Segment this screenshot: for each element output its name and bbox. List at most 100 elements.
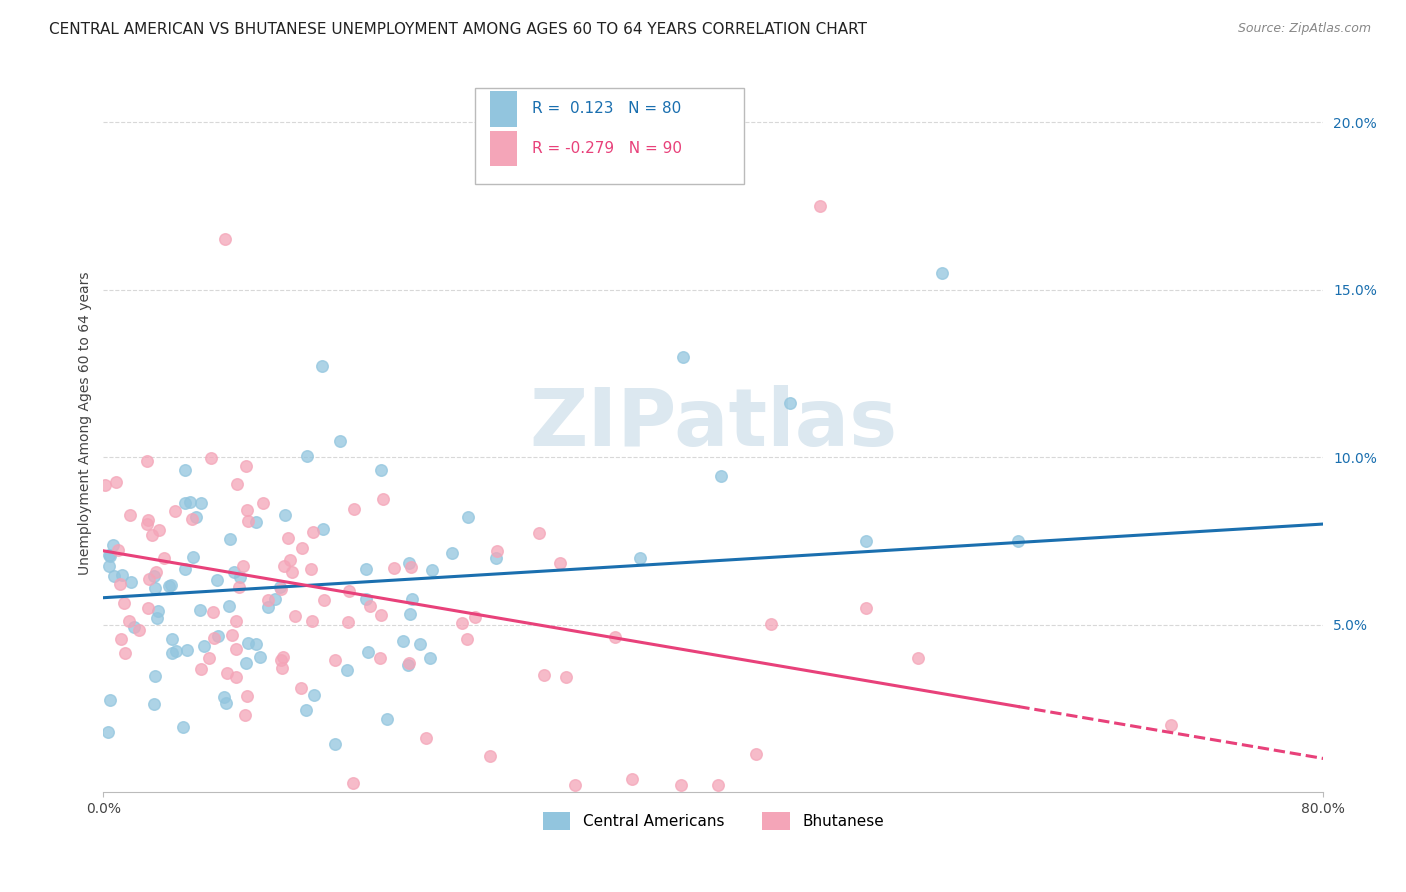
Bhutanese bbox=[398, 657, 420, 671]
Central Americans bbox=[176, 643, 198, 657]
Central Americans bbox=[420, 563, 443, 577]
Central Americans bbox=[188, 603, 211, 617]
Bhutanese bbox=[808, 199, 831, 213]
Bhutanese bbox=[370, 607, 392, 622]
Bhutanese bbox=[415, 731, 437, 745]
Central Americans bbox=[457, 509, 479, 524]
Bhutanese bbox=[235, 503, 257, 517]
Central Americans bbox=[174, 463, 197, 477]
Bhutanese bbox=[302, 525, 325, 540]
Central Americans bbox=[98, 549, 121, 564]
Bhutanese bbox=[277, 531, 299, 545]
Central Americans bbox=[357, 645, 380, 659]
Legend: Central Americans, Bhutanese: Central Americans, Bhutanese bbox=[537, 806, 890, 836]
Central Americans bbox=[174, 496, 197, 510]
Bhutanese bbox=[270, 661, 292, 675]
Bhutanese bbox=[270, 582, 292, 596]
Bhutanese bbox=[221, 628, 243, 642]
Central Americans bbox=[190, 496, 212, 510]
Y-axis label: Unemployment Among Ages 60 to 64 years: Unemployment Among Ages 60 to 64 years bbox=[79, 272, 93, 575]
Central Americans bbox=[215, 696, 238, 710]
Central Americans bbox=[441, 546, 464, 560]
Central Americans bbox=[157, 579, 180, 593]
Bhutanese bbox=[190, 662, 212, 676]
Central Americans bbox=[329, 434, 352, 449]
Central Americans bbox=[98, 693, 121, 707]
Bhutanese bbox=[135, 517, 157, 532]
Bhutanese bbox=[382, 561, 405, 575]
Central Americans bbox=[219, 532, 242, 546]
Central Americans bbox=[295, 449, 318, 463]
Bhutanese bbox=[1160, 718, 1182, 732]
Bhutanese bbox=[201, 605, 224, 619]
Central Americans bbox=[236, 636, 259, 650]
Bhutanese bbox=[314, 593, 336, 607]
Bhutanese bbox=[761, 616, 783, 631]
Text: R = -0.279   N = 90: R = -0.279 N = 90 bbox=[531, 141, 682, 156]
Bhutanese bbox=[107, 543, 129, 558]
Bhutanese bbox=[236, 689, 259, 703]
Central Americans bbox=[396, 657, 419, 672]
Bhutanese bbox=[464, 610, 486, 624]
Bhutanese bbox=[104, 475, 127, 489]
Text: ZIPatlas: ZIPatlas bbox=[529, 384, 897, 463]
Bhutanese bbox=[359, 599, 381, 613]
Central Americans bbox=[101, 538, 124, 552]
Central Americans bbox=[143, 569, 166, 583]
Bhutanese bbox=[225, 670, 247, 684]
Central Americans bbox=[392, 633, 415, 648]
Central Americans bbox=[274, 508, 297, 523]
Bhutanese bbox=[278, 553, 301, 567]
Central Americans bbox=[245, 515, 267, 529]
Central Americans bbox=[419, 651, 441, 665]
Bhutanese bbox=[548, 556, 571, 570]
Central Americans bbox=[931, 266, 953, 280]
Bhutanese bbox=[225, 614, 247, 628]
FancyBboxPatch shape bbox=[475, 88, 744, 184]
Central Americans bbox=[323, 737, 346, 751]
Bhutanese bbox=[370, 651, 392, 665]
Central Americans bbox=[409, 637, 432, 651]
Bhutanese bbox=[257, 593, 280, 607]
Central Americans bbox=[263, 592, 285, 607]
Bhutanese bbox=[235, 458, 257, 473]
Bhutanese bbox=[342, 776, 364, 790]
Bhutanese bbox=[214, 232, 236, 246]
Bhutanese bbox=[486, 544, 509, 558]
Bhutanese bbox=[138, 572, 160, 586]
Central Americans bbox=[269, 580, 291, 594]
Bhutanese bbox=[745, 747, 768, 761]
Central Americans bbox=[122, 620, 145, 634]
Central Americans bbox=[179, 495, 201, 509]
Bhutanese bbox=[343, 501, 366, 516]
Central Americans bbox=[143, 697, 166, 711]
Bhutanese bbox=[907, 650, 929, 665]
Central Americans bbox=[855, 533, 877, 548]
Bhutanese bbox=[145, 566, 167, 580]
Central Americans bbox=[295, 703, 318, 717]
Central Americans bbox=[146, 604, 169, 618]
Bhutanese bbox=[238, 514, 260, 528]
Central Americans bbox=[145, 611, 167, 625]
Bhutanese bbox=[401, 560, 423, 574]
Bhutanese bbox=[855, 600, 877, 615]
Central Americans bbox=[143, 581, 166, 595]
Bhutanese bbox=[284, 609, 307, 624]
Bhutanese bbox=[290, 681, 312, 695]
Central Americans bbox=[1007, 533, 1029, 548]
Central Americans bbox=[98, 548, 121, 562]
Bhutanese bbox=[281, 565, 304, 579]
Bhutanese bbox=[323, 653, 346, 667]
Bhutanese bbox=[148, 524, 170, 538]
Bhutanese bbox=[114, 646, 136, 660]
Bhutanese bbox=[136, 513, 159, 527]
Central Americans bbox=[245, 637, 267, 651]
Central Americans bbox=[111, 568, 134, 582]
Central Americans bbox=[311, 359, 333, 373]
Bhutanese bbox=[197, 651, 219, 665]
Central Americans bbox=[159, 578, 181, 592]
Bhutanese bbox=[301, 615, 323, 629]
Central Americans bbox=[312, 522, 335, 536]
Central Americans bbox=[224, 566, 246, 580]
Central Americans bbox=[165, 644, 187, 658]
